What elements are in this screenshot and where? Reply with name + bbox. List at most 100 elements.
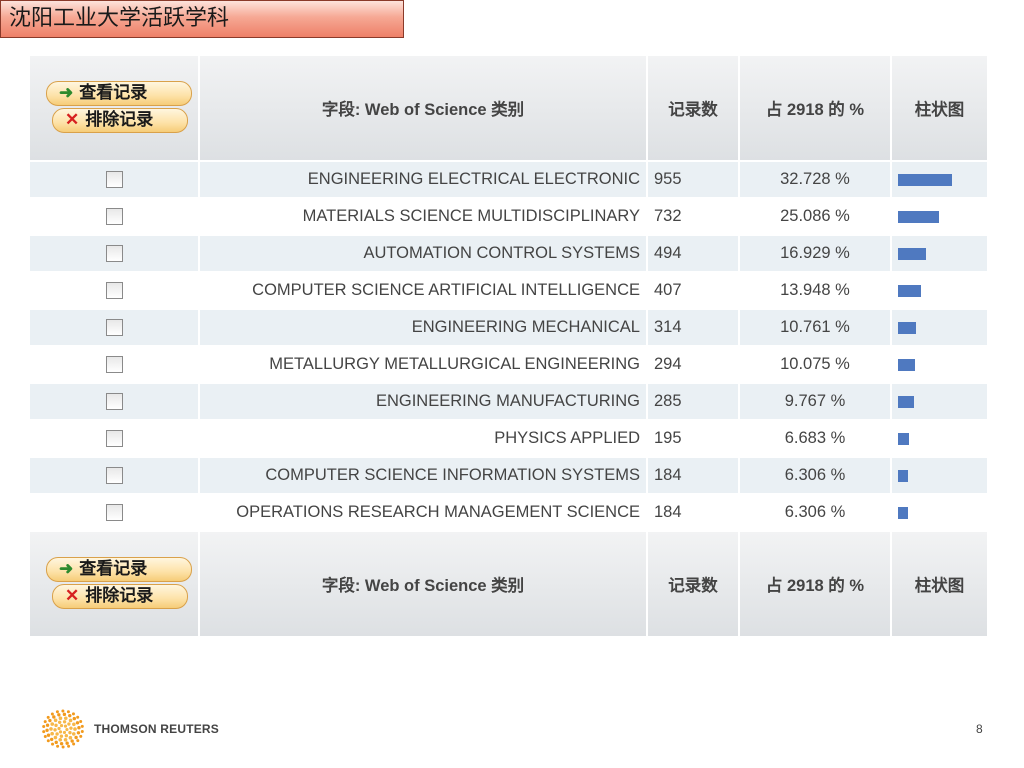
thomson-reuters-logo: THOMSON REUTERS [40, 708, 219, 750]
header-bar: 柱状图 [892, 532, 987, 636]
record-count: 195 [648, 421, 738, 456]
category-name: PHYSICS APPLIED [200, 421, 646, 456]
row-select-cell [30, 273, 198, 308]
category-name: COMPUTER SCIENCE INFORMATION SYSTEMS [200, 458, 646, 493]
share-bar [898, 432, 909, 445]
arrow-right-icon: ➜ [59, 83, 74, 103]
row-checkbox[interactable] [105, 171, 123, 189]
record-count: 184 [648, 495, 738, 530]
record-count: 955 [648, 162, 738, 197]
row-select-cell [30, 458, 198, 493]
table-header-bottom: ➜ 查看记录 ✕ 排除记录 字段: Web of Science 类别 记录数 占 … [30, 532, 987, 636]
category-name: AUTOMATION CONTROL SYSTEMS [200, 236, 646, 271]
bar-cell [892, 199, 987, 234]
close-icon: ✕ [65, 110, 80, 130]
record-percent: 32.728 % [740, 162, 890, 197]
record-count: 494 [648, 236, 738, 271]
row-checkbox[interactable] [105, 319, 123, 337]
record-percent: 25.086 % [740, 199, 890, 234]
row-checkbox[interactable] [105, 393, 123, 411]
table-row: METALLURGY METALLURGICAL ENGINEERING 294 1… [30, 347, 987, 382]
bar-cell [892, 310, 987, 345]
category-name: METALLURGY METALLURGICAL ENGINEERING [200, 347, 646, 382]
header-count: 记录数 [648, 532, 738, 636]
bar-cell [892, 236, 987, 271]
table-row: OPERATIONS RESEARCH MANAGEMENT SCIENCE 18… [30, 495, 987, 530]
share-bar [898, 210, 939, 223]
record-count: 294 [648, 347, 738, 382]
category-name: ENGINEERING MANUFACTURING [200, 384, 646, 419]
category-name: OPERATIONS RESEARCH MANAGEMENT SCIENCE [200, 495, 646, 530]
bar-cell [892, 384, 987, 419]
bar-cell [892, 495, 987, 530]
record-count: 285 [648, 384, 738, 419]
row-select-cell [30, 421, 198, 456]
view-records-button[interactable]: ➜ 查看记录 [46, 557, 192, 582]
share-bar [898, 395, 914, 408]
view-records-button[interactable]: ➜ 查看记录 [46, 81, 192, 106]
table-row: MATERIALS SCIENCE MULTIDISCIPLINARY 732 25… [30, 199, 987, 234]
share-bar [898, 358, 915, 371]
slide-title: 沈阳工业大学活跃学科 [0, 0, 404, 38]
logo-text: THOMSON REUTERS [94, 722, 220, 736]
row-select-cell [30, 310, 198, 345]
action-buttons-top: ➜ 查看记录 ✕ 排除记录 [30, 56, 198, 160]
row-select-cell [30, 236, 198, 271]
record-percent: 16.929 % [740, 236, 890, 271]
table-row: ENGINEERING MECHANICAL 314 10.761 % [30, 310, 987, 345]
record-count: 184 [648, 458, 738, 493]
row-checkbox[interactable] [105, 467, 123, 485]
exclude-records-button[interactable]: ✕ 排除记录 [52, 584, 188, 609]
row-checkbox[interactable] [105, 430, 123, 448]
row-checkbox[interactable] [105, 245, 123, 263]
logo-icon [42, 709, 84, 749]
bar-cell [892, 347, 987, 382]
row-checkbox[interactable] [105, 208, 123, 226]
record-percent: 6.306 % [740, 495, 890, 530]
share-bar [898, 469, 908, 482]
record-count: 314 [648, 310, 738, 345]
category-table: ➜ 查看记录 ✕ 排除记录 字段: Web of Science 类别 记录数 占 … [28, 54, 989, 638]
row-checkbox[interactable] [105, 504, 123, 522]
category-name: ENGINEERING MECHANICAL [200, 310, 646, 345]
category-name: ENGINEERING ELECTRICAL ELECTRONIC [200, 162, 646, 197]
row-checkbox[interactable] [105, 356, 123, 374]
table-row: AUTOMATION CONTROL SYSTEMS 494 16.929 % [30, 236, 987, 271]
table-row: PHYSICS APPLIED 195 6.683 % [30, 421, 987, 456]
record-percent: 13.948 % [740, 273, 890, 308]
bar-cell [892, 162, 987, 197]
record-percent: 6.683 % [740, 421, 890, 456]
row-checkbox[interactable] [105, 282, 123, 300]
exclude-records-button[interactable]: ✕ 排除记录 [52, 108, 188, 133]
share-bar [898, 506, 908, 519]
header-bar: 柱状图 [892, 56, 987, 160]
record-percent: 6.306 % [740, 458, 890, 493]
table-row: COMPUTER SCIENCE INFORMATION SYSTEMS 184 6… [30, 458, 987, 493]
header-field: 字段: Web of Science 类别 [200, 56, 646, 160]
bar-cell [892, 458, 987, 493]
row-select-cell [30, 495, 198, 530]
record-count: 407 [648, 273, 738, 308]
category-name: MATERIALS SCIENCE MULTIDISCIPLINARY [200, 199, 646, 234]
bar-cell [892, 421, 987, 456]
close-icon: ✕ [65, 586, 80, 606]
row-select-cell [30, 162, 198, 197]
share-bar [898, 173, 952, 186]
share-bar [898, 321, 916, 334]
header-percent: 占 2918 的 % [740, 56, 890, 160]
table-row: ENGINEERING ELECTRICAL ELECTRONIC 955 32.7… [30, 162, 987, 197]
table-row: ENGINEERING MANUFACTURING 285 9.767 % [30, 384, 987, 419]
row-select-cell [30, 347, 198, 382]
header-percent: 占 2918 的 % [740, 532, 890, 636]
record-count: 732 [648, 199, 738, 234]
table-header-top: ➜ 查看记录 ✕ 排除记录 字段: Web of Science 类别 记录数 占 … [30, 56, 987, 160]
record-percent: 10.761 % [740, 310, 890, 345]
share-bar [898, 284, 921, 297]
header-field: 字段: Web of Science 类别 [200, 532, 646, 636]
bar-cell [892, 273, 987, 308]
arrow-right-icon: ➜ [59, 559, 74, 579]
page-number: 8 [976, 722, 983, 736]
category-name: COMPUTER SCIENCE ARTIFICIAL INTELLIGENCE [200, 273, 646, 308]
row-select-cell [30, 384, 198, 419]
header-count: 记录数 [648, 56, 738, 160]
